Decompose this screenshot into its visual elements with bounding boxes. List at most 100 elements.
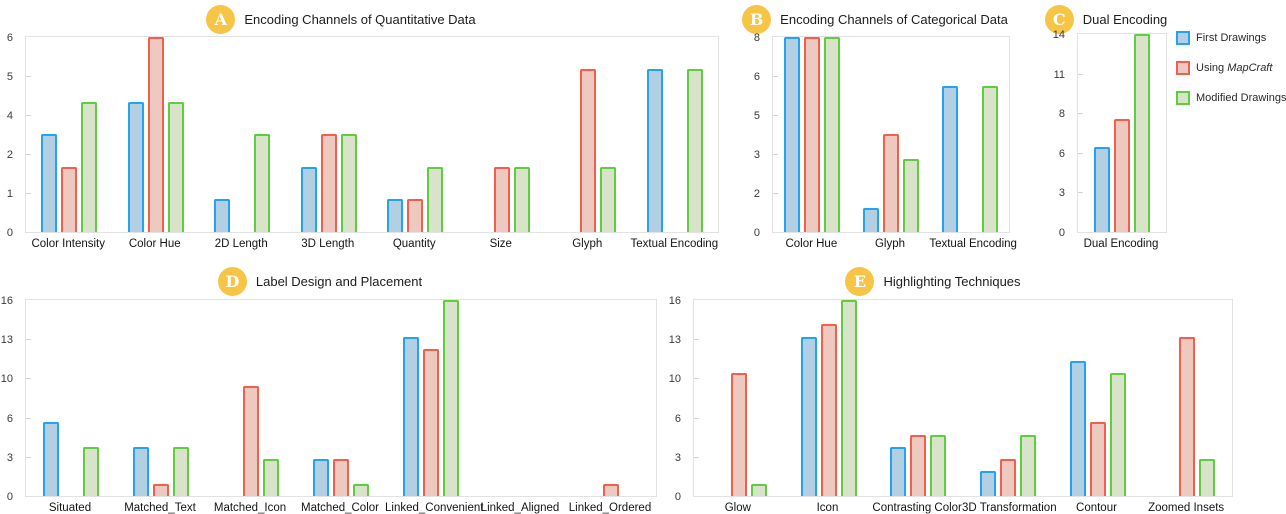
bar-modified-drawings bbox=[1134, 34, 1150, 232]
bar-first-drawings bbox=[890, 447, 907, 496]
bar-using-mapcraft bbox=[320, 134, 337, 232]
y-tick-label: 0 bbox=[674, 491, 681, 503]
bar-modified-drawings bbox=[930, 435, 947, 496]
chart-encoding-quantitative: A Encoding Channels of Quantitative Data… bbox=[0, 0, 730, 260]
chart-encoding-categorical: B Encoding Channels of Categorical Data … bbox=[730, 0, 1020, 260]
category-label: Linked_Aligned bbox=[480, 502, 560, 514]
y-tick-label: 3 bbox=[6, 451, 13, 464]
bar-first-drawings bbox=[300, 167, 317, 232]
chart-b-x-axis: Color Hue Glyph Textual Encoding bbox=[772, 233, 1016, 250]
bar-first-drawings bbox=[800, 337, 817, 496]
bar-first-drawings bbox=[43, 422, 59, 496]
bar-modified-drawings bbox=[254, 134, 271, 232]
bar-modified-drawings bbox=[83, 447, 99, 496]
chart-e-x-axis: Glow Icon Contrasting Color 3D Transformati… bbox=[693, 497, 1233, 514]
bar-modified-drawings bbox=[750, 484, 767, 496]
bar-first-drawings bbox=[127, 102, 144, 232]
chart-e-title: Highlighting Techniques bbox=[883, 273, 1021, 289]
chart-e-plot-area: 16 13 10 6 3 0 Glow Icon Contrasting Color 3D Tr… bbox=[669, 295, 1233, 514]
y-tick-label: 6 bbox=[6, 412, 13, 425]
chart-c-plot-area: 14 11 8 6 3 0 Dual Encoding bbox=[1053, 29, 1167, 250]
chart-e-plot bbox=[693, 299, 1233, 497]
y-tick-label: 4 bbox=[6, 110, 13, 122]
bar-first-drawings bbox=[941, 86, 958, 232]
chart-a-badge: A bbox=[206, 4, 236, 34]
bar-using-mapcraft bbox=[147, 37, 164, 232]
category-label: Zoomed Insets bbox=[1148, 502, 1225, 514]
y-tick-mark bbox=[773, 193, 778, 194]
bar-first-drawings bbox=[403, 337, 419, 496]
bar-modified-drawings bbox=[173, 447, 189, 496]
y-tick-label: 6 bbox=[6, 32, 13, 44]
y-tick-mark bbox=[773, 154, 778, 155]
y-tick-mark bbox=[26, 193, 31, 194]
chart-b-title: Encoding Channels of Categorical Data bbox=[780, 11, 1008, 27]
chart-b-plot bbox=[772, 36, 1010, 233]
chart-e-y-axis: 16 13 10 6 3 0 bbox=[653, 295, 687, 503]
y-tick-mark bbox=[694, 417, 699, 419]
bar-modified-drawings bbox=[353, 484, 369, 496]
y-tick-label: 14 bbox=[1052, 29, 1065, 41]
chart-e-badge: E bbox=[845, 266, 875, 296]
bar-first-drawings bbox=[979, 471, 996, 496]
y-tick-mark bbox=[1078, 73, 1083, 75]
legend-label-first-drawings: First Drawings bbox=[1196, 32, 1267, 44]
y-tick-label: 13 bbox=[0, 334, 13, 347]
category-label: Color Hue bbox=[128, 238, 181, 250]
category-label: Icon bbox=[816, 502, 839, 514]
y-tick-mark bbox=[26, 417, 31, 419]
bar-using-mapcraft bbox=[153, 484, 169, 496]
legend-label-using-mapcraft: Using MapCraft bbox=[1196, 62, 1273, 74]
y-tick-label: 2 bbox=[6, 149, 13, 161]
bar-first-drawings bbox=[784, 37, 801, 232]
category-label: Linked_Convenient bbox=[385, 502, 484, 514]
bar-modified-drawings bbox=[81, 102, 98, 232]
chart-c-header: C Dual Encoding bbox=[1020, 4, 1176, 34]
bar-using-mapcraft bbox=[423, 349, 439, 496]
chart-c-badge: C bbox=[1044, 4, 1074, 34]
y-tick-label: 3 bbox=[753, 149, 760, 161]
chart-d-title: Label Design and Placement bbox=[255, 273, 423, 289]
bar-modified-drawings bbox=[600, 167, 617, 232]
chart-c-plot bbox=[1077, 33, 1167, 233]
category-label: Linked_Ordered bbox=[568, 502, 652, 514]
bar-first-drawings bbox=[41, 134, 58, 232]
bar-using-mapcraft bbox=[61, 167, 78, 232]
y-tick-mark bbox=[694, 339, 699, 341]
bar-using-mapcraft bbox=[1114, 119, 1130, 232]
y-tick-mark bbox=[26, 76, 31, 77]
y-tick-label: 0 bbox=[6, 491, 13, 503]
bar-modified-drawings bbox=[824, 37, 841, 232]
bar-modified-drawings bbox=[427, 167, 444, 232]
bar-using-mapcraft bbox=[1179, 337, 1196, 496]
y-tick-label: 3 bbox=[1058, 187, 1065, 200]
legend-item-first-drawings: First Drawings bbox=[1176, 31, 1286, 45]
legend-swatch-using-mapcraft bbox=[1176, 61, 1190, 75]
bar-first-drawings bbox=[387, 199, 404, 232]
y-tick-mark bbox=[26, 339, 31, 341]
bar-using-mapcraft bbox=[603, 484, 619, 496]
bar-using-mapcraft bbox=[580, 69, 597, 232]
category-label: Glow bbox=[724, 502, 751, 514]
category-label: Situated bbox=[48, 502, 92, 514]
chart-d-header: D Label Design and Placement bbox=[0, 266, 680, 296]
bar-modified-drawings bbox=[263, 459, 279, 496]
bar-first-drawings bbox=[646, 69, 663, 232]
bar-first-drawings bbox=[1069, 361, 1086, 496]
chart-dual-encoding: C Dual Encoding 14 11 8 6 3 0 Dual Encoding bbox=[1020, 0, 1176, 260]
y-tick-label: 6 bbox=[674, 412, 681, 425]
bar-using-mapcraft bbox=[910, 435, 927, 496]
y-tick-mark bbox=[26, 154, 31, 155]
chart-c-y-axis: 14 11 8 6 3 0 bbox=[1037, 29, 1071, 239]
y-tick-mark bbox=[1078, 192, 1083, 194]
bar-modified-drawings bbox=[1199, 459, 1216, 496]
category-label: Matched_Text bbox=[124, 502, 196, 514]
chart-a-x-axis: Color Intensity Color Hue 2D Length 3D Leng… bbox=[25, 233, 719, 250]
y-tick-mark bbox=[26, 456, 31, 458]
bar-using-mapcraft bbox=[820, 324, 837, 496]
bar-modified-drawings bbox=[903, 159, 919, 232]
y-tick-mark bbox=[26, 378, 31, 380]
y-tick-label: 2 bbox=[753, 188, 760, 200]
category-label: Contour bbox=[1076, 502, 1117, 514]
y-tick-label: 5 bbox=[753, 110, 760, 122]
